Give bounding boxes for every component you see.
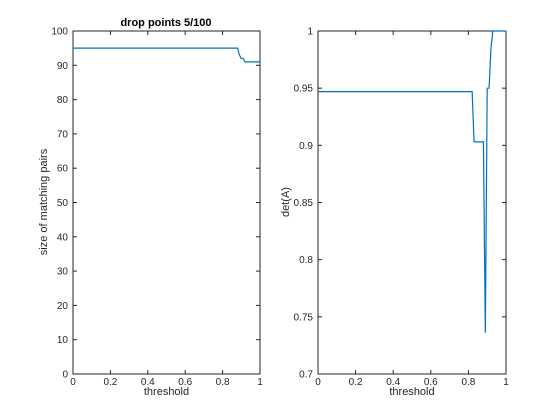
x-tick-label: 0 (70, 377, 76, 388)
series-line (73, 47, 260, 63)
series-line (318, 30, 506, 333)
x-tick-label: 0.6 (178, 377, 192, 388)
series (73, 47, 260, 63)
plot-det-a: 0 0.2 0.4 0.6 0.8 1 0.7 0.75 0.8 0.85 0.9 0.95 1 thr… (280, 27, 509, 399)
y-axis-label: size of matching pairs (38, 148, 50, 255)
x-tick-label: 0.4 (386, 377, 400, 388)
y-tick-label: 70 (57, 129, 69, 140)
x-tick-label: 0.2 (103, 377, 117, 388)
y-tick-label: 20 (57, 301, 69, 312)
y-tick-label: 30 (57, 267, 69, 278)
x-tick-label: 0.8 (461, 377, 475, 388)
x-tick-label: 1 (503, 377, 509, 388)
ticks (72, 30, 261, 375)
x-tick-label: 0.6 (424, 377, 438, 388)
y-tick-label: 0.95 (294, 84, 314, 95)
y-tick-label: 0.9 (299, 141, 313, 152)
y-tick-label: 100 (51, 27, 68, 38)
x-axis-label: threshold (389, 386, 434, 398)
chart-title: drop points 5/100 (120, 17, 211, 29)
series (318, 30, 506, 333)
y-axis-label: det(A) (280, 187, 292, 217)
y-tick-label: 0.75 (294, 312, 314, 323)
y-tick-label: 10 (57, 335, 69, 346)
y-tick-label: 0 (62, 370, 68, 381)
x-tick-label: 0.2 (349, 377, 363, 388)
y-tick-label: 40 (57, 232, 69, 243)
tick-labels: 0 0.2 0.4 0.6 0.8 1 0.7 0.75 0.8 0.85 0.9 0.95 1 (294, 27, 510, 389)
x-tick-label: 0.4 (141, 377, 155, 388)
x-tick-label: 1 (257, 377, 263, 388)
y-tick-label: 60 (57, 164, 69, 175)
x-axis-label: threshold (144, 386, 189, 398)
y-tick-label: 50 (57, 198, 69, 209)
y-tick-label: 0.7 (299, 370, 313, 381)
y-tick-label: 80 (57, 95, 69, 106)
x-tick-label: 0 (315, 377, 321, 388)
y-tick-label: 0.85 (294, 198, 314, 209)
plot-matching-pairs: drop points 5/100 0 0.2 0.4 0.6 0.8 101020304… (38, 17, 263, 398)
y-tick-label: 1 (307, 27, 313, 38)
y-tick-label: 0.8 (299, 255, 313, 266)
y-tick-label: 90 (57, 61, 69, 72)
x-tick-label: 0.8 (216, 377, 230, 388)
